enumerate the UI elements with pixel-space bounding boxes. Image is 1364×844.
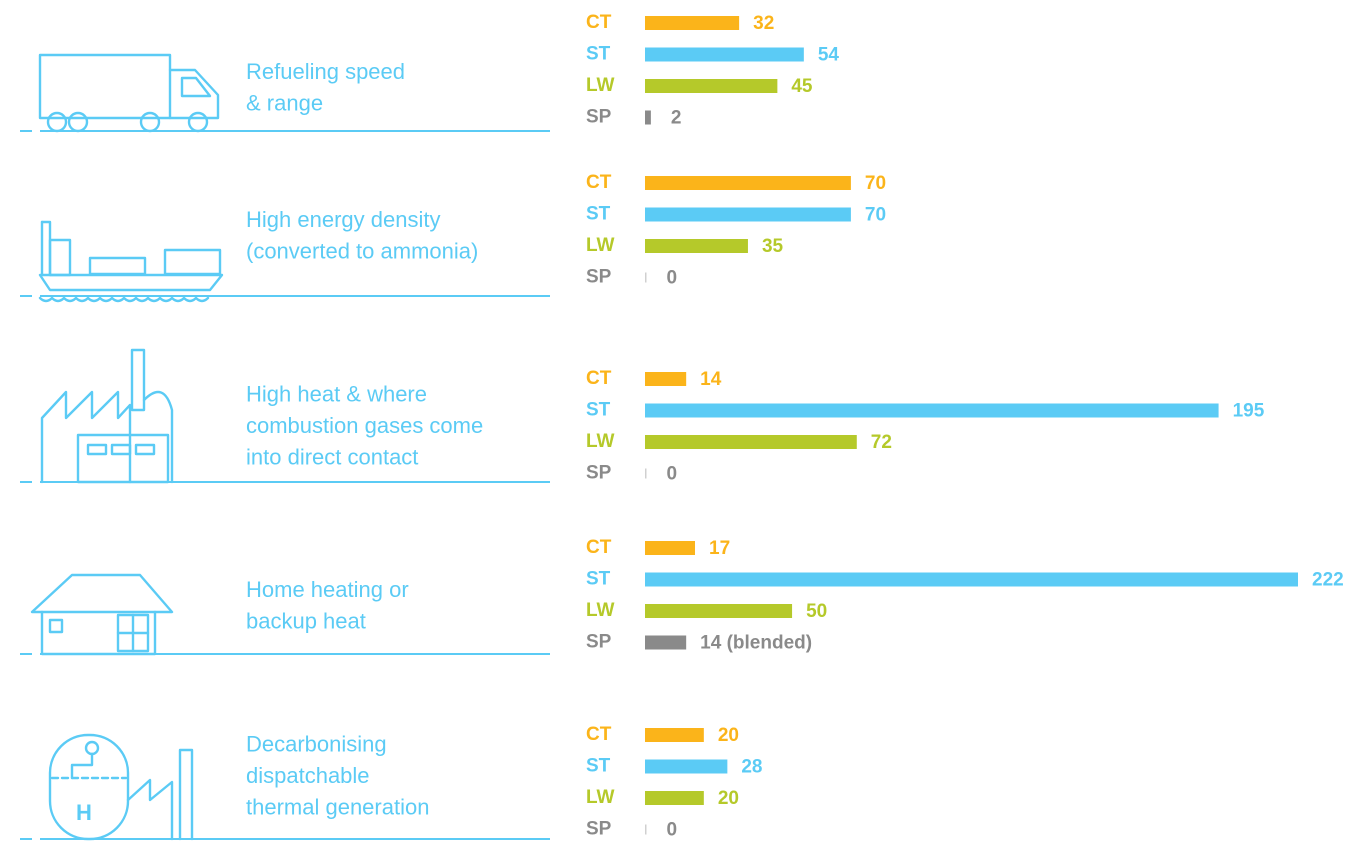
category-label: ST — [586, 44, 611, 65]
h2-plant-icon: H — [48, 733, 194, 841]
value-label: 0 — [667, 268, 678, 289]
value-label: 17 — [709, 538, 730, 559]
value-label: 2 — [671, 108, 682, 129]
value-label: 14 (blended) — [700, 633, 812, 654]
row-title: (converted to ammonia) — [246, 239, 478, 264]
value-label: 222 — [1312, 570, 1344, 591]
value-label: 70 — [865, 205, 886, 226]
house-icon — [30, 573, 174, 656]
bar — [645, 824, 647, 835]
value-label: 70 — [865, 173, 886, 194]
row-title: Home heating or — [246, 577, 409, 602]
value-label: 20 — [718, 725, 739, 746]
category-label: ST — [586, 400, 611, 421]
category-label: LW — [586, 431, 615, 452]
bar — [645, 728, 704, 742]
h2-symbol: H — [76, 800, 92, 825]
bar — [645, 239, 748, 253]
ship-icon — [38, 220, 224, 303]
row-title: combustion gases come — [246, 413, 483, 438]
bar — [645, 110, 651, 125]
bar — [645, 468, 647, 479]
category-label: LW — [586, 600, 615, 621]
value-label: 195 — [1233, 401, 1265, 422]
bar — [645, 272, 647, 283]
bar — [645, 16, 740, 30]
category-label: CT — [586, 172, 612, 193]
value-label: 72 — [871, 432, 892, 453]
category-label: CT — [586, 537, 612, 558]
row-title: dispatchable — [246, 763, 370, 788]
category-label: LW — [586, 75, 615, 96]
value-label: 14 — [700, 369, 722, 390]
value-label: 35 — [762, 236, 784, 257]
row-title: Refueling speed — [246, 59, 405, 84]
category-label: CT — [586, 724, 612, 745]
bar — [645, 572, 1298, 587]
row-title: & range — [246, 91, 323, 116]
category-label: LW — [586, 235, 615, 256]
row-title: backup heat — [246, 609, 366, 634]
category-label: ST — [586, 569, 611, 590]
category-label: SP — [586, 107, 612, 128]
value-label: 50 — [806, 601, 827, 622]
value-label: 0 — [667, 820, 678, 841]
value-label: 28 — [741, 757, 762, 778]
bar — [645, 176, 851, 190]
value-label: 32 — [753, 13, 774, 34]
row-title: High energy density — [246, 207, 440, 232]
category-label: CT — [586, 12, 612, 33]
row-title: Decarbonising — [246, 731, 387, 756]
bar — [645, 403, 1219, 418]
bar — [645, 79, 778, 93]
category-label: ST — [586, 204, 611, 225]
bar — [645, 791, 704, 805]
value-label: 20 — [718, 788, 739, 809]
factory-icon — [40, 348, 174, 484]
category-label: CT — [586, 368, 612, 389]
category-label: LW — [586, 787, 615, 808]
value-label: 54 — [818, 45, 840, 66]
bar — [645, 207, 851, 222]
bar — [645, 759, 728, 774]
bar — [645, 604, 793, 618]
bar — [645, 435, 857, 449]
category-label: ST — [586, 756, 611, 777]
category-label: SP — [586, 267, 612, 288]
bar — [645, 372, 687, 386]
row-title: into direct contact — [246, 444, 418, 469]
row-title: thermal generation — [246, 794, 429, 819]
truck-icon — [38, 53, 220, 133]
category-label: SP — [586, 819, 612, 840]
category-label: SP — [586, 632, 612, 653]
category-label: SP — [586, 463, 612, 484]
value-label: 45 — [791, 76, 813, 97]
row-title: High heat & where — [246, 381, 427, 406]
bar — [645, 635, 687, 650]
bar — [645, 47, 804, 62]
value-label: 0 — [667, 464, 678, 485]
bar — [645, 541, 696, 555]
